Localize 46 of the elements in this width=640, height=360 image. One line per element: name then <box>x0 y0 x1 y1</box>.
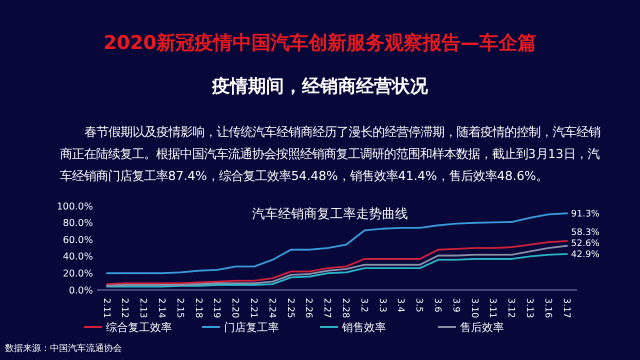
x-tick-label: 3.12 <box>506 298 516 318</box>
x-tick-label: 3.17 <box>560 298 571 318</box>
line-series <box>106 253 568 288</box>
x-tick-label: 3.10 <box>468 298 479 318</box>
x-tick-label: 2.18 <box>192 298 203 318</box>
x-tick-label: 2.20 <box>230 298 240 318</box>
x-tick-label: 2.11 <box>100 298 111 318</box>
legend-label: 门店复工率 <box>224 320 279 334</box>
x-tick-label: 3.2 <box>358 298 368 312</box>
x-tick-label: 2.14 <box>156 298 166 318</box>
x-tick-label: 3.16 <box>542 298 552 318</box>
x-tick-label: 2.21 <box>248 298 258 318</box>
annotation: 汽车经销商复工率走势曲线 <box>252 206 408 222</box>
x-tick-label: 2.24 <box>266 298 276 318</box>
x-tick-label: 2.27 <box>322 298 332 318</box>
legend-label: 综合复工效率 <box>106 320 172 334</box>
x-tick-label: 2.28 <box>340 298 350 318</box>
x-tick-label: 2.26 <box>303 298 314 318</box>
chart-title: 2020新冠疫情中国汽车创新服务观察报告—车企篇 <box>102 31 538 56</box>
y-tick-label: 40.0% <box>62 252 93 263</box>
x-tick-label: 3.11 <box>487 298 498 318</box>
x-tick-label: 2.12 <box>119 298 130 318</box>
y-tick-label: 20.0% <box>62 268 93 280</box>
x-tick-label: 3.4 <box>395 298 406 313</box>
x-tick-label: 2.19 <box>211 298 222 318</box>
data-label: 58.3% <box>571 228 600 238</box>
y-tick-label: 60.0% <box>62 234 93 246</box>
x-tick-label: 3.6 <box>432 298 442 313</box>
x-tick-label: 3.9 <box>450 298 460 313</box>
y-tick-label: 100.0% <box>56 201 93 212</box>
data-label: 42.9% <box>571 250 600 260</box>
source-note: 数据来源：中国汽车流通协会 <box>5 343 122 354</box>
chart-subtitle: 疫情期间，经销商经营状况 <box>210 75 429 98</box>
y-tick-label: 0.0% <box>68 285 93 296</box>
data-label: 52.6% <box>571 239 600 250</box>
text: 春节假期以及疫情影响，让传统汽车经销商经历了漫长的经营停滞期，随着疫情的控制，汽车经销商正在陆续复工。根据中国汽车流通协会按照经销商复工调研的范围和样本数据，截止到3月13日，汽车经销商门店复工率87.4%，综合复工效率54.48%，销售效率41.4%，售后效率48.6%。 <box>60 124 602 185</box>
x-tick-label: 2.15 <box>174 298 184 318</box>
data-label: 91.3% <box>571 209 600 220</box>
legend-label: 售后效率 <box>460 320 504 334</box>
x-tick-label: 3.3 <box>376 298 387 312</box>
x-tick-label: 3.5 <box>414 298 424 312</box>
x-tick-label: 3.13 <box>524 298 534 318</box>
legend-label: 销售效率 <box>341 320 386 334</box>
x-tick-label: 2.13 <box>138 298 148 318</box>
x-tick-label: 2.25 <box>284 298 295 318</box>
y-tick-label: 80.0% <box>62 218 93 230</box>
